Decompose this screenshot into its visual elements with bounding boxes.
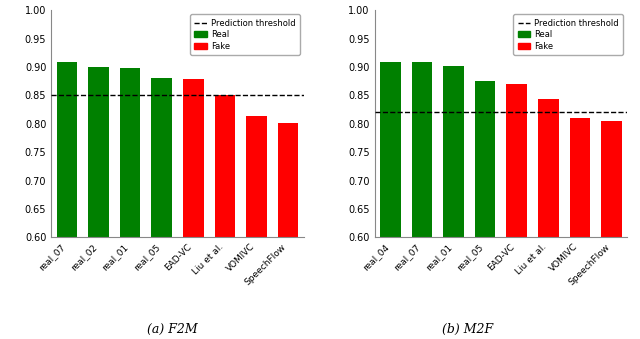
Bar <box>246 116 267 339</box>
Bar <box>152 78 172 339</box>
Bar <box>412 62 432 339</box>
Bar <box>88 67 109 339</box>
Bar <box>475 81 495 339</box>
Text: (a) F2M: (a) F2M <box>147 323 198 336</box>
Bar <box>380 62 401 339</box>
Bar <box>444 66 464 339</box>
Bar <box>120 67 140 339</box>
Legend: Prediction threshold, Real, Fake: Prediction threshold, Real, Fake <box>513 14 623 55</box>
Bar <box>506 84 527 339</box>
Bar <box>214 95 235 339</box>
Text: (b) M2F: (b) M2F <box>442 323 493 336</box>
Bar <box>278 123 298 339</box>
Bar <box>570 118 590 339</box>
Bar <box>57 62 77 339</box>
Legend: Prediction threshold, Real, Fake: Prediction threshold, Real, Fake <box>190 14 300 55</box>
Bar <box>183 79 204 339</box>
Bar <box>601 121 621 339</box>
Bar <box>538 99 559 339</box>
